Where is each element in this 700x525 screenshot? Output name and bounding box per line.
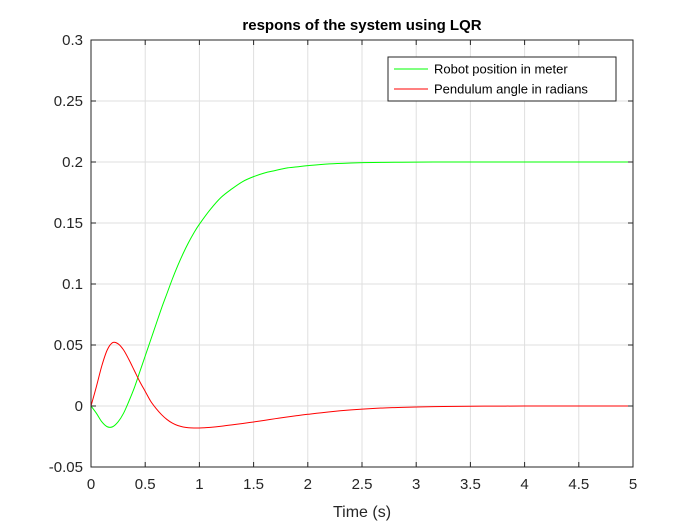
grid [91, 40, 633, 467]
y-tick-label: 0.05 [54, 337, 83, 354]
legend-box [387, 56, 617, 102]
y-tick-label: 0.25 [54, 93, 83, 110]
y-tick-label: 0.2 [62, 154, 83, 171]
y-tick-label: 0 [75, 398, 83, 415]
series-layer [90, 161, 633, 429]
x-axis-label: Time (s) [333, 504, 391, 521]
series-line-robot-position [90, 161, 633, 428]
x-tick-label: 3.5 [460, 476, 481, 493]
x-tick-label: 1 [195, 476, 203, 493]
y-tick-label: 0.1 [62, 276, 83, 293]
chart-title: respons of the system using LQR [242, 17, 481, 34]
ticks [90, 39, 634, 468]
x-tick-label: 2 [304, 476, 312, 493]
y-tick-label: 0.15 [54, 215, 83, 232]
tick-labels: 0 0.5 1 1.5 2 2.5 3 3.5 4 4.5 5-0.0500.050.10.150.… [49, 32, 637, 493]
x-tick-label: 3 [412, 476, 420, 493]
y-tick-label: -0.05 [49, 459, 83, 476]
x-tick-label: 2.5 [352, 476, 373, 493]
legend: Robot position in meter Pendulum angle i… [387, 56, 617, 102]
x-tick-label: 4.5 [568, 476, 589, 493]
series-line-pendulum-angle [90, 341, 633, 429]
x-tick-label: 0 [87, 476, 95, 493]
x-tick-label: 5 [629, 476, 637, 493]
x-tick-label: 1.5 [243, 476, 264, 493]
y-tick-label: 0.3 [62, 32, 83, 49]
legend-label-pendulum-angle: Pendulum angle in radians [434, 82, 588, 97]
x-tick-label: 0.5 [135, 476, 156, 493]
x-tick-label: 4 [520, 476, 528, 493]
legend-label-robot-position: Robot position in meter [434, 62, 568, 77]
